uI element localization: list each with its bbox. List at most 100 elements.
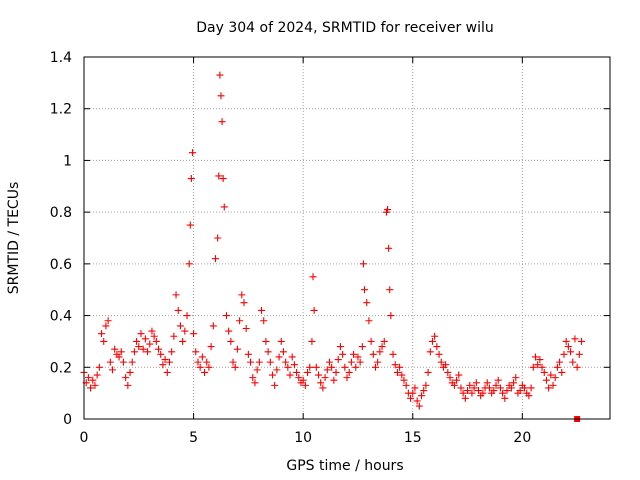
data-point <box>330 376 338 384</box>
data-point <box>352 363 360 371</box>
x-tick-label: 5 <box>189 430 198 446</box>
data-point <box>556 358 564 366</box>
data-point <box>521 384 529 392</box>
data-point <box>323 366 331 374</box>
data-point <box>420 387 428 395</box>
data-point <box>159 361 167 369</box>
data-point <box>293 368 301 376</box>
data-point <box>336 343 344 351</box>
x-tick-label: 10 <box>294 430 312 446</box>
data-point <box>242 325 250 332</box>
data-point <box>317 379 325 387</box>
data-point <box>312 363 320 371</box>
data-point <box>418 392 426 400</box>
data-point <box>196 363 204 371</box>
data-point <box>255 358 263 366</box>
data-point <box>450 381 458 389</box>
data-point <box>334 356 342 364</box>
data-point <box>203 358 211 366</box>
data-point <box>549 381 557 389</box>
data-point <box>551 374 559 382</box>
data-point <box>100 337 108 345</box>
chart-title: Day 304 of 2024, SRMTID for receiver wil… <box>196 20 494 36</box>
data-point <box>466 381 474 389</box>
y-tick-label: 0.6 <box>50 257 72 273</box>
data-point <box>461 394 469 402</box>
data-point <box>464 387 472 395</box>
data-point <box>422 381 430 389</box>
data-point <box>435 350 443 358</box>
data-point <box>562 337 570 345</box>
x-tick-label: 0 <box>80 430 89 446</box>
data-point <box>222 312 230 320</box>
data-point <box>89 376 97 384</box>
data-point <box>479 389 487 397</box>
data-point <box>540 368 548 376</box>
data-point <box>190 330 198 338</box>
data-point <box>117 348 125 356</box>
data-point <box>319 384 327 392</box>
data-point <box>398 371 406 379</box>
data-point <box>512 374 520 382</box>
data-point <box>393 368 401 376</box>
data-point <box>155 345 163 353</box>
data-point <box>310 306 318 314</box>
grid <box>84 57 610 419</box>
data-point <box>194 358 202 366</box>
y-tick-label: 1.2 <box>50 102 72 118</box>
data-point <box>290 361 298 369</box>
data-point <box>545 384 553 392</box>
y-tick-label: 1 <box>63 153 72 169</box>
data-point <box>108 366 116 374</box>
data-point <box>207 343 215 351</box>
data-point <box>229 358 237 366</box>
data-point <box>558 368 566 376</box>
data-point <box>384 206 392 214</box>
data-point <box>376 348 384 356</box>
data-point <box>413 397 421 405</box>
data-point <box>286 371 294 379</box>
data-point <box>288 353 296 361</box>
data-point <box>494 376 502 384</box>
data-point <box>400 376 408 384</box>
data-point <box>402 381 410 389</box>
data-point <box>309 273 317 281</box>
data-point <box>369 350 377 358</box>
data-point <box>277 337 285 345</box>
data-point <box>470 384 478 392</box>
data-point <box>389 350 397 358</box>
data-point <box>371 363 379 371</box>
x-tick-label: 20 <box>513 430 531 446</box>
data-point <box>315 371 323 379</box>
data-point <box>350 350 358 358</box>
data-point <box>396 363 404 371</box>
data-point <box>501 394 509 402</box>
data-point <box>124 381 132 389</box>
data-point <box>325 358 333 366</box>
data-point <box>192 348 200 356</box>
data-point <box>122 374 130 382</box>
data-point <box>135 343 143 351</box>
data-point <box>378 343 386 351</box>
data-point <box>130 348 138 356</box>
data-point <box>188 149 196 157</box>
data-point <box>152 337 160 345</box>
data-point <box>569 358 577 366</box>
data-point <box>144 348 152 356</box>
data-point <box>161 356 169 364</box>
data-point <box>216 71 224 79</box>
data-point <box>91 381 99 389</box>
data-point <box>93 371 101 379</box>
data-point <box>332 368 340 376</box>
data-point <box>115 353 123 361</box>
data-point <box>503 387 511 395</box>
data-point <box>424 368 432 376</box>
data-point <box>183 312 191 320</box>
data-point <box>95 363 103 371</box>
data-point <box>534 361 542 369</box>
data-point <box>148 327 156 335</box>
data-point <box>201 368 209 376</box>
data-point <box>564 343 572 351</box>
y-tick-label: 0 <box>63 412 72 428</box>
